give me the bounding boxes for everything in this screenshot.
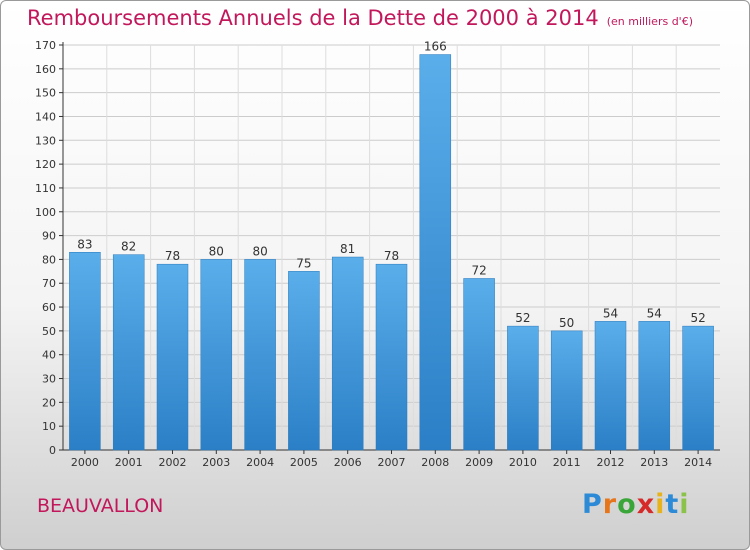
- value-label: 83: [77, 237, 92, 251]
- bar-2000: [69, 252, 101, 451]
- y-tick-label: 10: [42, 420, 56, 433]
- value-label: 82: [121, 240, 136, 254]
- bar-2009: [463, 278, 495, 451]
- y-tick-label: 160: [35, 63, 56, 76]
- x-tick-label: 2013: [640, 456, 668, 469]
- value-label: 78: [165, 249, 180, 263]
- x-tick-label: 2011: [553, 456, 581, 469]
- bar-2004: [244, 259, 276, 451]
- x-tick-label: 2006: [334, 456, 362, 469]
- logo-letter: o: [617, 489, 637, 520]
- axes: 0 10 20 30 40 50 60 70 80 90 100 110 120 130 140 150 160…: [35, 39, 720, 469]
- bar-2014: [682, 325, 714, 451]
- commune-name: BEAUVALLON: [37, 495, 164, 517]
- y-tick-label: 60: [42, 301, 56, 314]
- x-tick-label: 2014: [684, 456, 712, 469]
- value-label: 81: [340, 242, 355, 256]
- chart-title: Remboursements Annuels de la Dette de 20…: [27, 6, 693, 30]
- value-label: 52: [690, 311, 705, 325]
- bar-2007: [375, 263, 408, 451]
- y-tick-label: 50: [42, 325, 56, 338]
- value-label: 52: [515, 311, 530, 325]
- y-tick-label: 70: [42, 277, 56, 290]
- x-tick-label: 2012: [597, 456, 625, 469]
- value-label: 78: [384, 249, 399, 263]
- logo-letter: r: [602, 489, 618, 520]
- bar-2010: [507, 325, 539, 451]
- bar-2006: [331, 256, 364, 451]
- x-tick-label: 2008: [421, 456, 449, 469]
- title-text: Remboursements Annuels de la Dette de 20…: [27, 6, 599, 30]
- logo-letter: P: [582, 489, 603, 520]
- bar-2008: [419, 54, 452, 451]
- logo-letter: t: [665, 489, 680, 520]
- value-label: 166: [424, 40, 447, 54]
- x-tick-label: 2004: [246, 456, 274, 469]
- y-tick-label: 90: [42, 230, 56, 243]
- bar-2005: [288, 271, 320, 451]
- x-tick-label: 2009: [465, 456, 493, 469]
- y-tick-label: 20: [42, 396, 56, 409]
- bar-2002: [156, 263, 189, 451]
- bar-2013: [638, 321, 671, 451]
- value-label: 54: [603, 306, 618, 320]
- value-label: 54: [647, 306, 662, 320]
- bar-2012: [594, 321, 627, 451]
- value-label: 75: [296, 256, 311, 270]
- value-label: 50: [559, 316, 574, 330]
- bar-2011: [550, 330, 583, 451]
- y-tick-label: 0: [49, 444, 56, 457]
- value-label: 80: [209, 244, 224, 258]
- y-tick-label: 150: [35, 87, 56, 100]
- y-tick-label: 170: [35, 39, 56, 52]
- x-tick-label: 2007: [378, 456, 406, 469]
- unit-text: (en milliers d'€): [606, 15, 693, 28]
- y-tick-label: 40: [42, 349, 56, 362]
- y-tick-label: 110: [35, 182, 56, 195]
- value-label: 72: [471, 263, 486, 277]
- y-tick-label: 140: [35, 110, 56, 123]
- x-tick-label: 2002: [159, 456, 187, 469]
- logo-letter: i: [655, 489, 666, 520]
- y-tick-label: 120: [35, 158, 56, 171]
- x-tick-label: 2003: [202, 456, 230, 469]
- x-tick-label: 2005: [290, 456, 318, 469]
- y-tick-label: 80: [42, 253, 56, 266]
- proxiti-logo: Proxiti: [582, 489, 690, 520]
- value-label: 80: [252, 244, 267, 258]
- y-tick-label: 100: [35, 206, 56, 219]
- logo-letter: x: [636, 489, 656, 520]
- bar-2003: [200, 259, 233, 451]
- x-tick-label: 2010: [509, 456, 537, 469]
- bar-2001: [112, 254, 145, 451]
- x-tick-label: 2001: [115, 456, 143, 469]
- x-tick-label: 2000: [71, 456, 99, 469]
- bars: 83 82 78 80 80 75 81 78 166 72 52 50 54 54 52: [69, 40, 714, 451]
- y-tick-label: 30: [42, 373, 56, 386]
- logo-letter: i: [679, 489, 690, 520]
- y-tick-label: 130: [35, 134, 56, 147]
